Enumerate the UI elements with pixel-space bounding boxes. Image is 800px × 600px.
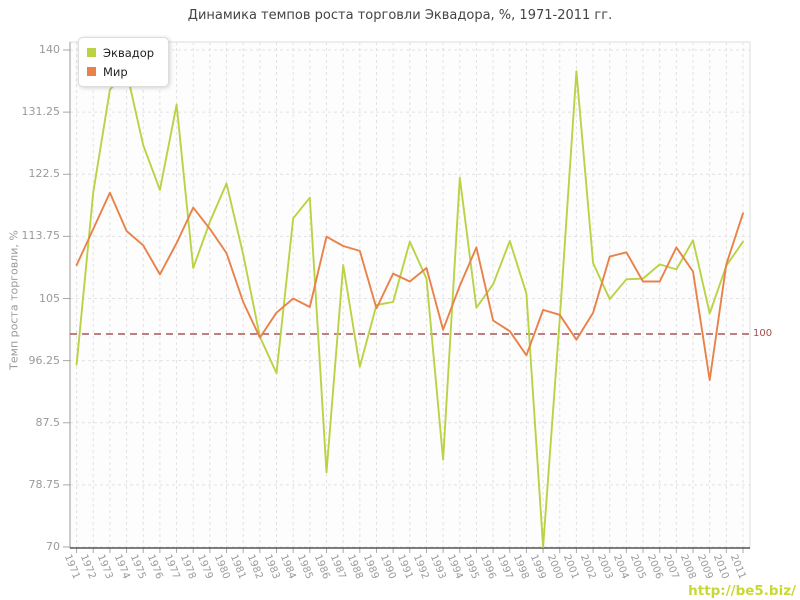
- legend-label-ecuador: Эквадор: [103, 45, 155, 60]
- y-tick-label: 70: [46, 540, 60, 553]
- y-tick-label: 131.25: [21, 105, 61, 119]
- y-tick-label: 122.5: [28, 167, 61, 181]
- legend-label-world: Мир: [103, 64, 128, 79]
- y-tick-label: 140: [39, 43, 60, 56]
- y-tick-label: 78.75: [28, 477, 61, 491]
- legend-item-world: Мир: [87, 62, 154, 81]
- series-line-ecuador: [75, 70, 744, 548]
- reference-line-label: 100: [753, 328, 773, 339]
- y-tick-label: 105: [39, 291, 60, 305]
- legend-marker-ecuador: [87, 48, 96, 57]
- y-tick-label: 87.5: [35, 415, 61, 429]
- y-tick-label: 96.25: [28, 353, 61, 367]
- chart-title: Динамика темпов роста торговли Эквадора,…: [187, 8, 613, 23]
- series-line-world: [75, 191, 744, 382]
- y-tick-label: 113.75: [21, 229, 61, 243]
- watermark: http://be5.biz/: [686, 583, 798, 599]
- legend: Эквадор Мир: [78, 37, 170, 87]
- legend-item-ecuador: Эквадор: [87, 43, 154, 62]
- legend-marker-world: [87, 67, 96, 76]
